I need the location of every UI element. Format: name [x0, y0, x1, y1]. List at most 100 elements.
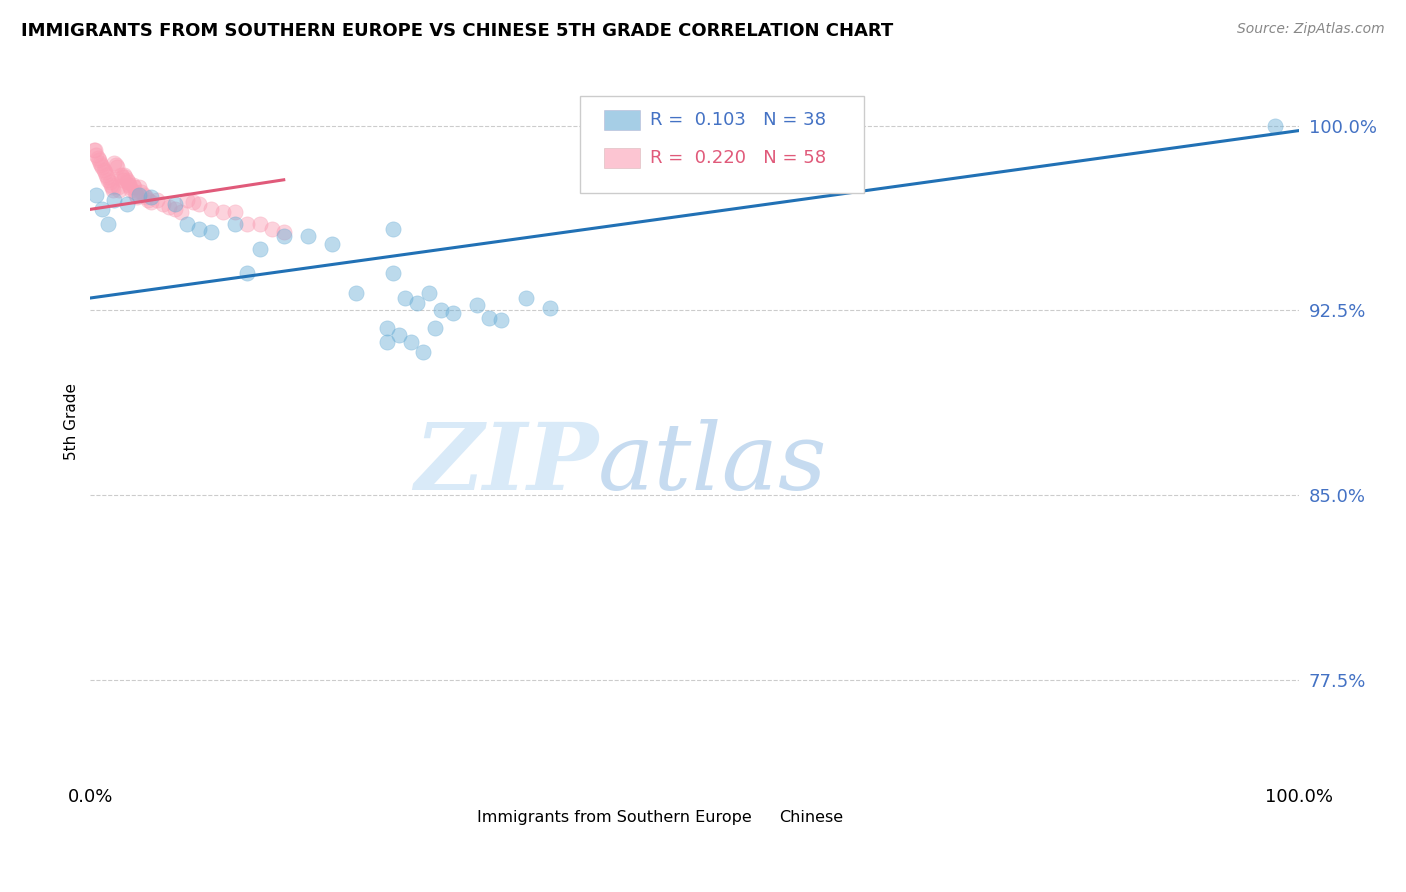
Point: [101, 180, 124, 194]
Text: R =  0.220   N = 58: R = 0.220 N = 58: [650, 149, 827, 167]
Point: [1264, 119, 1286, 133]
Point: [139, 194, 162, 209]
Point: [236, 266, 259, 280]
Point: [83, 143, 105, 157]
Point: [94, 165, 117, 179]
Point: [129, 185, 152, 199]
Bar: [605, 147, 640, 168]
Point: [128, 180, 150, 194]
Point: [104, 158, 127, 172]
Point: [381, 222, 404, 236]
Point: [103, 183, 125, 197]
Point: [236, 217, 259, 231]
Point: [249, 242, 271, 256]
Point: [117, 175, 139, 189]
Point: [273, 229, 295, 244]
Point: [91, 161, 114, 175]
Point: [152, 197, 174, 211]
Point: [98, 175, 121, 189]
Point: [157, 200, 180, 214]
Point: [405, 296, 427, 310]
Point: [94, 168, 117, 182]
Point: [344, 286, 367, 301]
Point: [97, 217, 120, 231]
Text: Immigrants from Southern Europe: Immigrants from Southern Europe: [477, 810, 752, 825]
Point: [107, 180, 129, 194]
Point: [115, 173, 138, 187]
Point: [105, 161, 128, 175]
Point: [478, 310, 501, 325]
Point: [273, 225, 295, 239]
Point: [163, 197, 186, 211]
Point: [93, 163, 115, 178]
Text: ZIP: ZIP: [413, 419, 598, 509]
Point: [91, 202, 114, 217]
Point: [138, 193, 160, 207]
Point: [139, 190, 162, 204]
Point: [122, 180, 145, 194]
Bar: [434, 809, 468, 827]
Point: [465, 298, 488, 312]
Point: [538, 301, 561, 315]
Point: [118, 178, 141, 192]
Point: [176, 217, 198, 231]
Point: [163, 202, 186, 217]
Point: [181, 194, 204, 209]
Point: [200, 225, 222, 239]
Text: IMMIGRANTS FROM SOUTHERN EUROPE VS CHINESE 5TH GRADE CORRELATION CHART: IMMIGRANTS FROM SOUTHERN EUROPE VS CHINE…: [21, 22, 893, 40]
Point: [249, 217, 271, 231]
Point: [112, 168, 135, 182]
Point: [412, 345, 434, 359]
Point: [188, 222, 211, 236]
Point: [418, 286, 440, 301]
Point: [297, 229, 319, 244]
Bar: [605, 111, 640, 130]
Point: [260, 222, 283, 236]
Point: [200, 202, 222, 217]
Point: [212, 204, 235, 219]
Text: atlas: atlas: [598, 419, 828, 509]
Point: [103, 193, 125, 207]
Point: [375, 320, 398, 334]
Point: [127, 190, 149, 204]
Point: [375, 335, 398, 350]
Point: [111, 173, 134, 187]
Point: [121, 178, 143, 192]
Point: [100, 178, 122, 192]
Point: [111, 170, 134, 185]
Text: R =  0.103   N = 38: R = 0.103 N = 38: [650, 112, 827, 129]
Point: [125, 187, 148, 202]
Point: [114, 170, 136, 185]
Point: [86, 148, 108, 162]
Point: [124, 185, 146, 199]
Point: [86, 151, 108, 165]
Point: [128, 187, 150, 202]
Point: [135, 190, 157, 204]
Point: [224, 204, 246, 219]
Point: [176, 193, 198, 207]
Point: [381, 266, 404, 280]
Point: [399, 335, 422, 350]
Point: [394, 291, 416, 305]
Point: [84, 143, 107, 157]
Point: [430, 303, 453, 318]
Point: [423, 320, 446, 334]
Point: [120, 180, 142, 194]
Text: Source: ZipAtlas.com: Source: ZipAtlas.com: [1237, 22, 1385, 37]
Point: [146, 193, 169, 207]
Point: [97, 173, 120, 187]
Text: Chinese: Chinese: [779, 810, 844, 825]
Y-axis label: 5th Grade: 5th Grade: [65, 383, 79, 459]
Point: [108, 183, 131, 197]
Point: [86, 187, 108, 202]
Point: [110, 168, 132, 182]
Point: [170, 204, 193, 219]
Point: [90, 158, 112, 172]
Point: [87, 153, 110, 167]
Point: [321, 236, 343, 251]
FancyBboxPatch shape: [579, 96, 865, 193]
Point: [515, 291, 537, 305]
Point: [96, 170, 118, 185]
Bar: [737, 809, 770, 827]
Point: [89, 155, 111, 169]
